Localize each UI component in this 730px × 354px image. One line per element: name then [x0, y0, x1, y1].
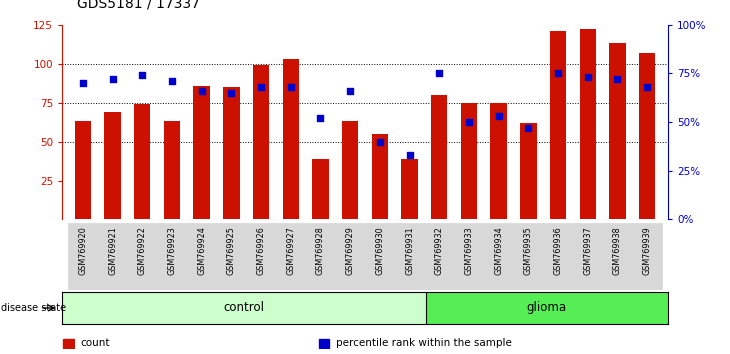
Text: GSM769939: GSM769939 [642, 227, 652, 275]
Point [404, 152, 415, 158]
Bar [513, 223, 543, 290]
Point [345, 88, 356, 94]
Text: GSM769933: GSM769933 [464, 227, 474, 275]
Point [255, 84, 267, 90]
Text: GSM769931: GSM769931 [405, 227, 414, 275]
Bar [74, 121, 91, 219]
Bar [62, 292, 426, 324]
Text: disease state: disease state [1, 303, 66, 313]
Bar [491, 103, 507, 219]
Bar [68, 223, 98, 290]
Bar [253, 65, 269, 219]
Bar [64, 339, 74, 348]
Text: GSM769926: GSM769926 [256, 227, 266, 275]
Bar [402, 159, 418, 219]
Bar [312, 159, 328, 219]
Point [107, 76, 118, 82]
Point [612, 76, 623, 82]
Bar [104, 112, 120, 219]
Point [434, 70, 445, 76]
Text: GSM769932: GSM769932 [435, 227, 444, 275]
Bar [283, 59, 299, 219]
Point [523, 125, 534, 131]
Text: GSM769921: GSM769921 [108, 227, 117, 275]
Point [374, 139, 385, 144]
Text: count: count [80, 338, 110, 348]
Point [166, 78, 178, 84]
Text: glioma: glioma [527, 302, 566, 314]
Bar [98, 223, 128, 290]
Bar [610, 44, 626, 219]
Text: GSM769920: GSM769920 [78, 227, 88, 275]
Bar [342, 121, 358, 219]
Point [463, 119, 474, 125]
Text: control: control [223, 302, 264, 314]
Bar [157, 223, 187, 290]
Bar [639, 53, 656, 219]
Point [582, 74, 593, 80]
Text: GDS5181 / 17337: GDS5181 / 17337 [77, 0, 199, 11]
Point [226, 90, 237, 96]
Point [552, 70, 564, 76]
Text: GSM769938: GSM769938 [613, 227, 622, 275]
Text: GSM769924: GSM769924 [197, 227, 206, 275]
Bar [454, 223, 484, 290]
Bar [128, 223, 157, 290]
Point [285, 84, 296, 90]
Text: GSM769930: GSM769930 [375, 227, 385, 275]
Bar [223, 87, 239, 219]
Bar [276, 223, 306, 290]
Bar [335, 223, 365, 290]
Bar [187, 223, 217, 290]
Bar [306, 223, 335, 290]
Text: GSM769934: GSM769934 [494, 227, 503, 275]
Bar [520, 123, 537, 219]
Bar [372, 134, 388, 219]
Bar [550, 31, 566, 219]
Bar [461, 103, 477, 219]
Point [493, 113, 504, 119]
Text: GSM769922: GSM769922 [138, 227, 147, 275]
Text: GSM769937: GSM769937 [583, 227, 592, 275]
Point [77, 80, 88, 86]
Bar [431, 95, 447, 219]
Bar [602, 223, 632, 290]
Text: GSM769923: GSM769923 [167, 227, 177, 275]
Text: GSM769936: GSM769936 [553, 227, 563, 275]
Bar [319, 339, 329, 348]
Point [137, 73, 148, 78]
Bar [426, 292, 668, 324]
Bar [573, 223, 602, 290]
Bar [543, 223, 573, 290]
Text: percentile rank within the sample: percentile rank within the sample [336, 338, 512, 348]
Bar [580, 29, 596, 219]
Text: GSM769925: GSM769925 [227, 227, 236, 275]
Point [315, 115, 326, 121]
Bar [193, 86, 210, 219]
Text: GSM769935: GSM769935 [524, 227, 533, 275]
Bar [484, 223, 513, 290]
Point [642, 84, 653, 90]
Point [196, 88, 207, 94]
Bar [164, 121, 180, 219]
Text: GSM769927: GSM769927 [286, 227, 295, 275]
Bar [424, 223, 454, 290]
Text: GSM769928: GSM769928 [316, 227, 325, 275]
Bar [632, 223, 662, 290]
Bar [246, 223, 276, 290]
Bar [217, 223, 246, 290]
Bar [134, 104, 150, 219]
Bar [395, 223, 424, 290]
Bar [365, 223, 395, 290]
Text: GSM769929: GSM769929 [345, 227, 355, 275]
